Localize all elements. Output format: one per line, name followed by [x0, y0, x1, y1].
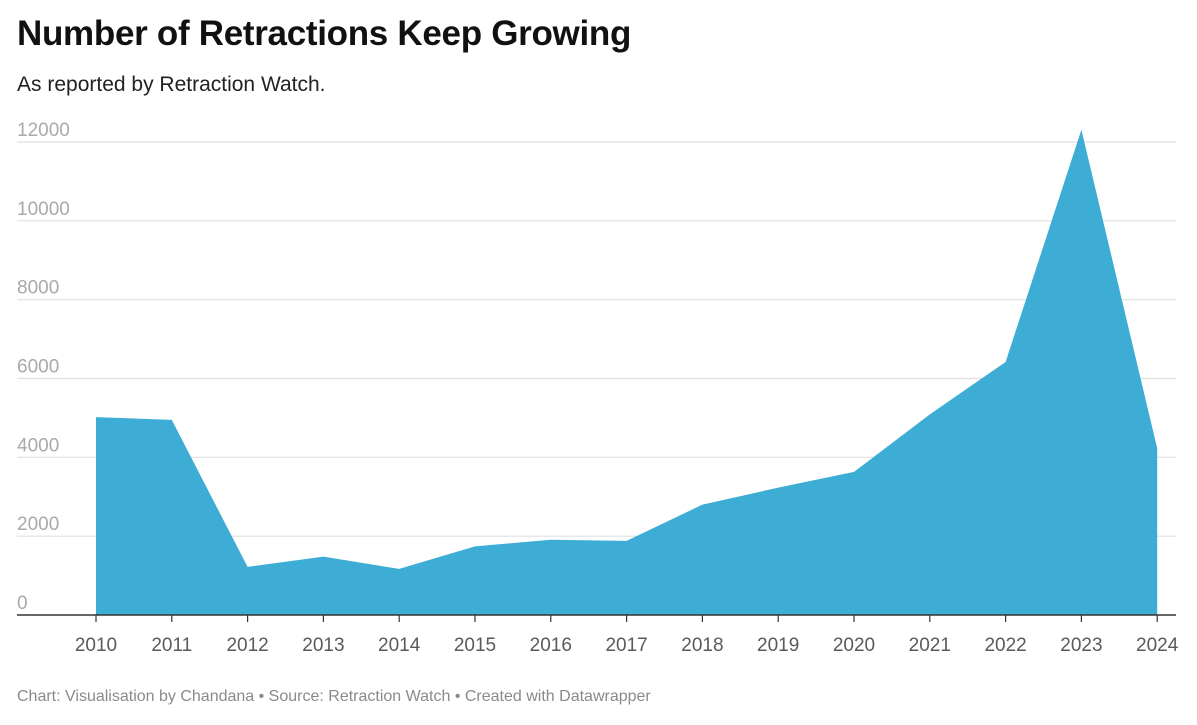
x-axis [17, 614, 1176, 622]
y-tick-label: 12000 [17, 120, 70, 141]
area-series [95, 129, 1158, 616]
x-tick-label: 2014 [378, 635, 421, 656]
x-tick-label: 2012 [226, 635, 268, 656]
y-tick-label: 6000 [17, 357, 59, 378]
x-tick-label: 2018 [681, 635, 723, 656]
y-tick-labels: 0 2000 4000 6000 8000 10000 12000 [17, 120, 70, 614]
y-tick-label: 8000 [17, 278, 59, 299]
y-tick-label: 4000 [17, 435, 59, 456]
x-tick-label: 2015 [454, 635, 496, 656]
x-tick-label: 2013 [302, 635, 344, 656]
chart-subtitle: As reported by Retraction Watch. [17, 73, 326, 96]
y-tick-label: 2000 [17, 514, 59, 535]
x-tick-label: 2021 [909, 635, 951, 656]
chart-title: Number of Retractions Keep Growing [17, 14, 632, 53]
x-tick-labels: 2010 2011 2012 2013 2014 2015 2016 2017 2018 2019… [75, 635, 1179, 656]
x-tick-label: 2017 [605, 635, 647, 656]
y-tick-label: 10000 [17, 199, 70, 220]
y-tick-label: 0 [17, 593, 28, 614]
x-tick-label: 2016 [530, 635, 572, 656]
x-tick-label: 2010 [75, 635, 117, 656]
x-tick-label: 2019 [757, 635, 799, 656]
x-tick-label: 2024 [1136, 635, 1179, 656]
x-tick-label: 2023 [1060, 635, 1102, 656]
area-fill [96, 129, 1158, 616]
chart-footer-credits: Chart: Visualisation by Chandana • Sourc… [17, 688, 651, 705]
x-tick-label: 2011 [151, 635, 192, 656]
x-tick-label: 2022 [984, 635, 1026, 656]
x-tick-label: 2020 [833, 635, 875, 656]
